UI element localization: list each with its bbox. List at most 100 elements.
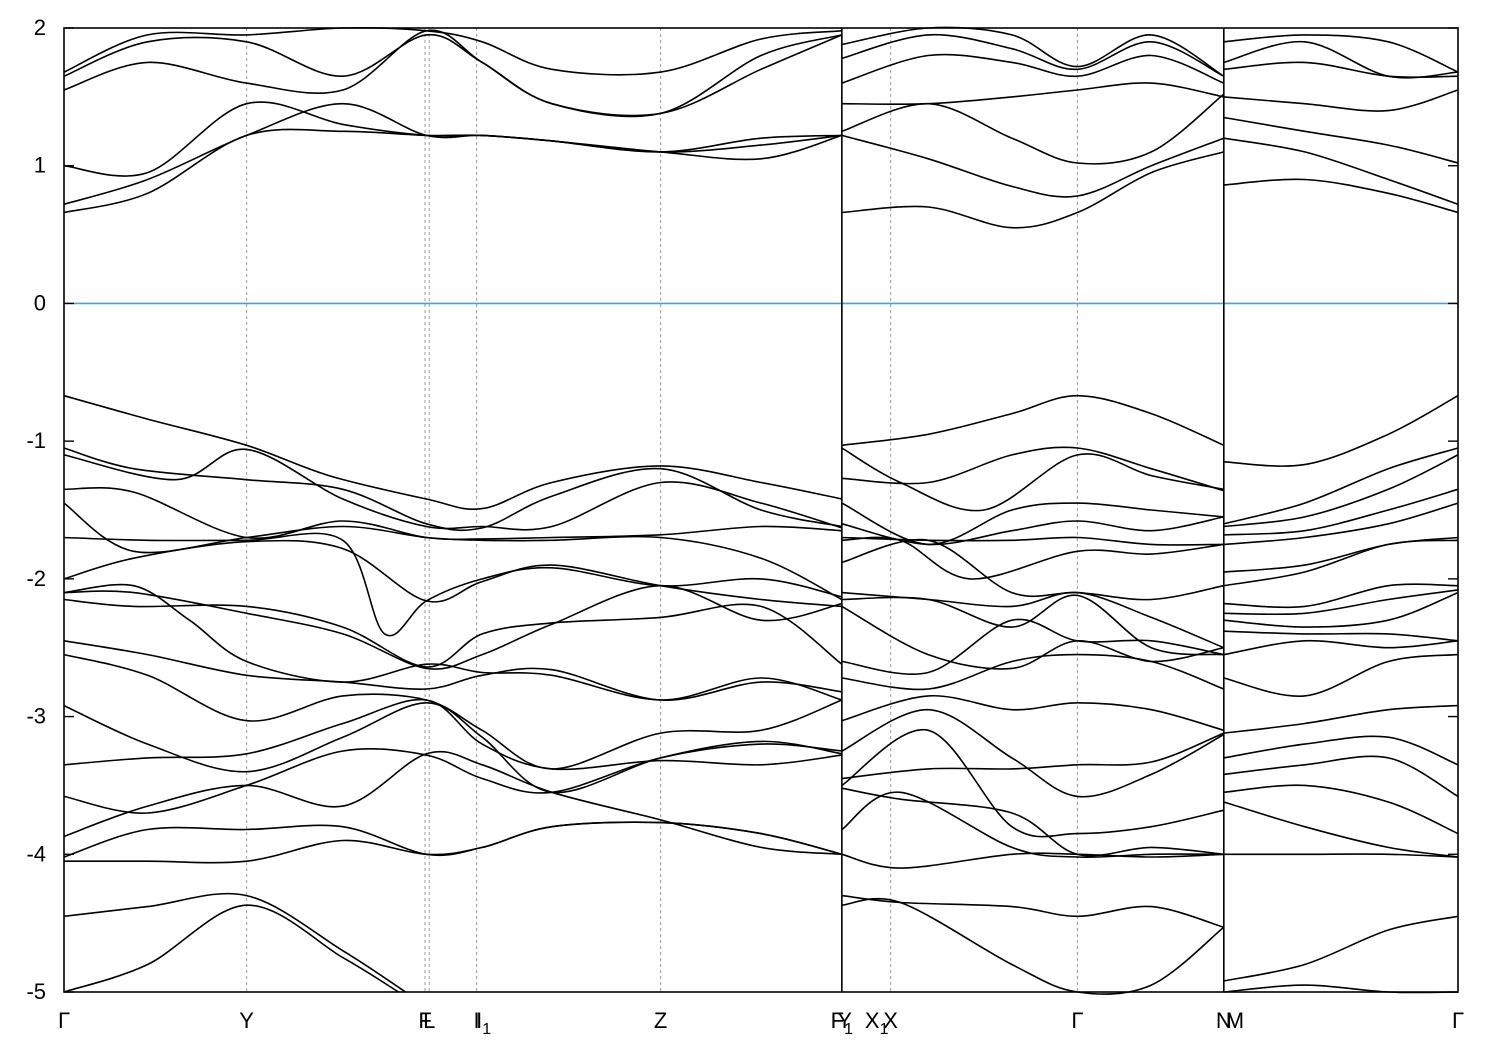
band-line-22 xyxy=(63,101,842,177)
band-line-44 xyxy=(841,791,1224,859)
band-line-51 xyxy=(841,82,1224,106)
kpoint-label-F1: F1 xyxy=(831,1008,853,1038)
band-line-2 xyxy=(63,448,843,531)
band-line-67 xyxy=(1223,653,1459,697)
y-tick-label: -1 xyxy=(26,428,46,453)
band-line-46 xyxy=(841,894,1225,929)
kpoint-label-Z: Z xyxy=(654,1008,667,1033)
band-line-47 xyxy=(841,897,1225,995)
y-tick-label: -2 xyxy=(26,566,46,591)
band-line-34 xyxy=(841,591,1225,649)
kpoint-label-F: F xyxy=(418,1008,431,1033)
band-line-30 xyxy=(841,516,1224,546)
band-line-48 xyxy=(841,151,1225,229)
band-line-77 xyxy=(1223,137,1459,206)
kpoint-label-X1: X1 xyxy=(865,1008,889,1038)
band-line-72 xyxy=(1223,801,1459,858)
band-line-74 xyxy=(1223,915,1459,982)
band-line-58 xyxy=(1223,488,1459,536)
kpoint-label-X: X xyxy=(883,1008,898,1033)
band-line-25 xyxy=(63,27,842,76)
band-line-54 xyxy=(841,26,1225,77)
band-line-56 xyxy=(1223,447,1459,525)
kpoint-label-G1: Γ xyxy=(58,1008,70,1033)
path-break-lines xyxy=(841,28,1225,992)
x-axis: Γ Y FL II1 Z F1Y X1X Γ NM Γ xyxy=(58,1008,1464,1038)
band-line-1 xyxy=(63,447,843,532)
kpoint-label-Y2: Y xyxy=(837,1008,852,1033)
y-tick-label: -4 xyxy=(26,841,46,866)
band-line-21 xyxy=(63,102,843,206)
band-line-24 xyxy=(63,34,843,118)
kpoint-label-I: I xyxy=(474,1008,480,1033)
y-tick-label: -5 xyxy=(26,979,46,1004)
band-line-52 xyxy=(841,53,1225,84)
band-line-7 xyxy=(63,584,843,670)
kpoint-label-Y: Y xyxy=(239,1008,254,1033)
band-line-18 xyxy=(63,892,406,993)
band-line-39 xyxy=(841,695,1225,732)
band-line-23 xyxy=(63,29,843,117)
band-line-40 xyxy=(841,708,1225,798)
band-line-8 xyxy=(63,598,843,668)
band-line-13 xyxy=(63,698,842,771)
band-line-11 xyxy=(63,653,843,770)
band-lines xyxy=(63,26,1459,995)
band-line-9 xyxy=(63,583,843,701)
y-tick-label: 2 xyxy=(34,15,46,40)
band-line-68 xyxy=(1223,704,1459,734)
y-tick-label: -3 xyxy=(26,704,46,729)
band-line-82 xyxy=(1223,34,1459,73)
y-axis: 2 1 0 -1 -2 -3 -4 -5 xyxy=(26,15,1458,1004)
band-line-42 xyxy=(841,729,1224,838)
band-line-10 xyxy=(63,640,842,701)
band-line-14 xyxy=(63,743,842,814)
band-line-26 xyxy=(841,394,1225,447)
band-line-29 xyxy=(841,502,1224,546)
band-line-27 xyxy=(841,447,1224,512)
band-line-43 xyxy=(841,787,1224,857)
band-line-79 xyxy=(1223,89,1459,112)
band-line-20 xyxy=(63,128,842,214)
kpoint-label-M: M xyxy=(1226,1008,1244,1033)
kpoint-label-G2: Γ xyxy=(1071,1008,1083,1033)
band-line-63 xyxy=(1223,589,1459,616)
band-line-37 xyxy=(841,618,1224,675)
band-line-80 xyxy=(1223,61,1459,79)
band-line-69 xyxy=(1223,735,1459,766)
band-line-32 xyxy=(841,536,1224,580)
band-line-12 xyxy=(63,702,843,794)
band-line-76 xyxy=(1223,178,1459,214)
band-line-31 xyxy=(841,536,1224,546)
band-line-61 xyxy=(1223,539,1459,587)
band-line-38 xyxy=(841,653,1225,691)
band-line-66 xyxy=(1223,639,1459,656)
kpoint-label-L: L xyxy=(423,1008,435,1033)
y-tick-label: 0 xyxy=(34,290,46,315)
band-line-57 xyxy=(1223,454,1459,528)
band-line-62 xyxy=(1223,583,1459,609)
band-line-64 xyxy=(1223,591,1459,628)
band-line-55 xyxy=(1223,394,1459,467)
band-line-4 xyxy=(63,502,843,601)
band-line-59 xyxy=(1223,502,1459,546)
band-line-78 xyxy=(1223,116,1459,164)
band-line-53 xyxy=(841,33,1225,77)
band-line-6 xyxy=(63,539,842,608)
band-line-45 xyxy=(841,852,1224,869)
band-line-28 xyxy=(841,446,1225,492)
band-line-81 xyxy=(1223,40,1459,79)
band-line-36 xyxy=(841,605,1224,670)
plot-frame xyxy=(63,27,1459,993)
y-tick-label: 1 xyxy=(34,153,46,178)
kpoint-label-I1: I1 xyxy=(476,1008,491,1038)
band-line-33 xyxy=(841,538,1224,601)
kpoint-label-N: N xyxy=(1216,1008,1232,1033)
kpoint-label-G3: Γ xyxy=(1452,1008,1464,1033)
band-line-71 xyxy=(1223,784,1459,835)
band-line-17 xyxy=(63,821,843,864)
band-line-3 xyxy=(63,487,842,541)
band-line-73 xyxy=(1223,853,1459,858)
band-line-35 xyxy=(841,594,1224,656)
